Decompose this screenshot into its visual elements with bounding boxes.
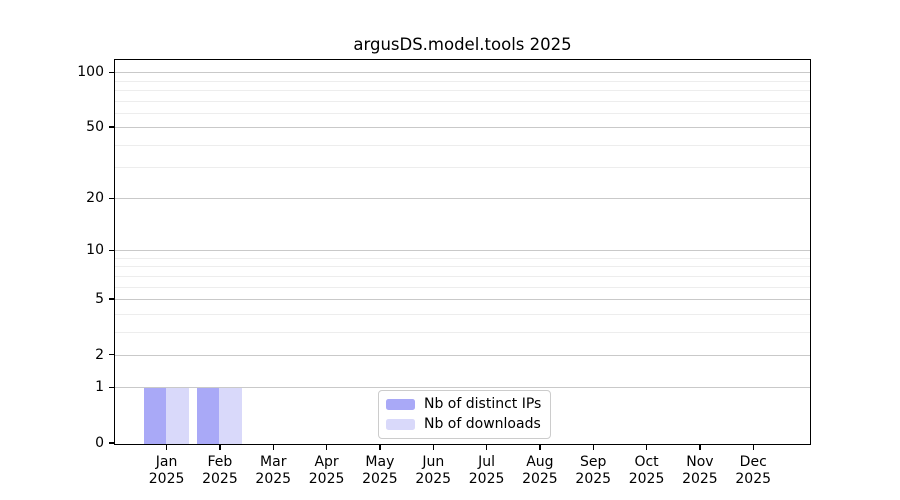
chart-title: argusDS.model.tools 2025 — [353, 35, 572, 54]
x-tick-label-aug: Aug 2025 — [508, 454, 572, 487]
minor-gridline — [115, 313, 810, 315]
minor-gridline — [115, 258, 810, 259]
x-tick-label-jul: Jul 2025 — [455, 454, 519, 487]
x-tick-label-apr: Apr 2025 — [295, 454, 359, 487]
legend-label-distinct-ips: Nb of distinct IPs — [424, 396, 542, 412]
x-tick-label-feb: Feb 2025 — [188, 454, 252, 487]
major-gridline — [115, 198, 810, 200]
major-gridline — [115, 127, 810, 129]
x-tick-label-may: May 2025 — [348, 454, 412, 487]
x-tick — [699, 445, 701, 450]
bar-distinct-ips-jan — [143, 388, 166, 444]
x-tick — [325, 445, 328, 450]
x-tick-year: 2025 — [308, 470, 345, 487]
y-tick — [109, 126, 114, 128]
y-tick-label: 10 — [86, 242, 104, 259]
minor-gridline — [115, 89, 810, 91]
major-gridline — [115, 299, 810, 301]
x-tick — [432, 445, 434, 450]
x-tick-year: 2025 — [148, 470, 185, 487]
major-gridline — [115, 250, 810, 252]
legend-item-distinct-ips: Nb of distinct IPs — [386, 396, 541, 413]
x-tick-year: 2025 — [415, 470, 452, 487]
bar-distinct-ips-feb — [196, 388, 220, 444]
y-tick — [109, 386, 114, 388]
x-tick — [752, 445, 754, 450]
y-tick — [109, 298, 114, 300]
legend-label-downloads: Nb of downloads — [424, 416, 541, 432]
y-tick-label: 1 — [95, 379, 104, 396]
legend-swatch-downloads — [386, 419, 415, 430]
minor-gridline — [115, 144, 810, 146]
y-tick — [109, 249, 114, 252]
y-tick-label: 50 — [86, 119, 104, 136]
minor-gridline — [115, 286, 810, 288]
bar-downloads-feb — [219, 388, 242, 444]
minor-gridline — [115, 266, 810, 268]
minor-gridline — [115, 100, 810, 102]
major-gridline — [115, 72, 810, 74]
x-tick — [272, 445, 274, 450]
x-tick-year: 2025 — [255, 470, 292, 487]
minor-gridline — [115, 112, 810, 114]
x-tick-label-mar: Mar 2025 — [241, 454, 305, 487]
minor-gridline — [115, 275, 810, 277]
x-tick — [485, 445, 488, 450]
y-tick-label: 20 — [86, 190, 104, 207]
x-tick-year: 2025 — [628, 470, 665, 487]
y-tick-label: 2 — [95, 346, 104, 363]
legend: Nb of distinct IPs Nb of downloads — [378, 390, 552, 439]
x-tick-label-jun: Jun 2025 — [401, 454, 465, 487]
x-tick-year: 2025 — [575, 470, 612, 487]
x-tick — [379, 445, 381, 450]
legend-item-downloads: Nb of downloads — [386, 416, 541, 433]
y-tick-label: 5 — [95, 291, 104, 308]
y-tick — [109, 354, 114, 356]
plot-area: Nb of distinct IPs Nb of downloads — [114, 59, 811, 445]
y-tick — [109, 442, 114, 444]
x-tick-year: 2025 — [522, 470, 558, 487]
legend-swatch-distinct-ips — [386, 399, 415, 410]
major-gridline — [115, 387, 810, 389]
x-axis: Jan 2025 Feb 2025 Mar 2025 Apr 2025 May 2025 Jun 20… — [114, 445, 811, 500]
major-gridline — [115, 354, 810, 356]
x-tick — [165, 445, 168, 450]
x-tick-year: 2025 — [202, 470, 238, 487]
x-tick — [592, 445, 594, 450]
x-tick-year: 2025 — [682, 470, 718, 487]
y-tick — [109, 71, 114, 73]
y-axis: 0 1 2 5 10 20 50 100 — [0, 0, 114, 500]
y-tick — [109, 197, 114, 200]
bar-downloads-jan — [166, 388, 189, 444]
x-tick-label-oct: Oct 2025 — [615, 454, 679, 487]
x-tick-year: 2025 — [362, 470, 398, 487]
x-tick-label-dec: Dec 2025 — [721, 454, 785, 487]
y-tick-label: 0 — [95, 435, 104, 451]
x-tick-label-nov: Nov 2025 — [668, 454, 732, 487]
minor-gridline — [115, 80, 810, 82]
x-tick-year: 2025 — [735, 470, 772, 487]
x-tick-year: 2025 — [468, 470, 505, 487]
x-tick-label-sep: Sep 2025 — [561, 454, 625, 487]
y-tick-label: 100 — [77, 64, 104, 81]
x-tick-label-jan: Jan 2025 — [135, 454, 199, 487]
minor-gridline — [115, 167, 810, 169]
x-tick — [539, 445, 541, 450]
x-tick — [645, 445, 648, 450]
minor-gridline — [115, 331, 810, 333]
x-tick — [219, 445, 221, 450]
